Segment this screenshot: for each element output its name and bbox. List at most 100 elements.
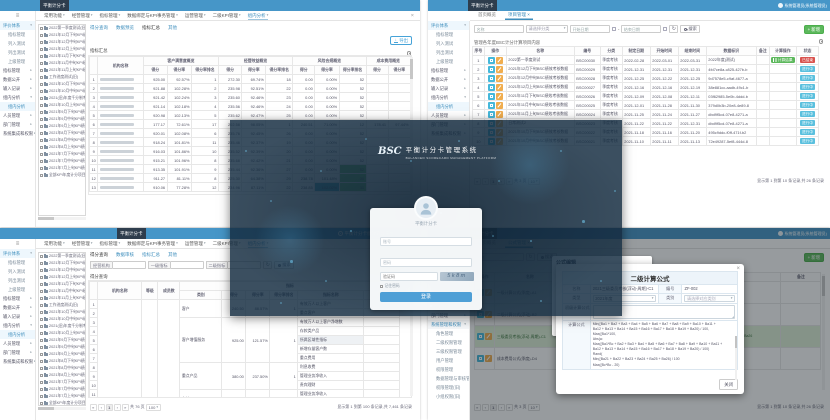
category-filter-select[interactable]: 请选择分类 ▾ xyxy=(526,25,568,33)
checkbox[interactable] xyxy=(40,118,43,121)
checkbox[interactable] xyxy=(40,146,43,149)
content-tab[interactable]: 数据预览 xyxy=(116,25,134,30)
tree-item[interactable]: 2021年11月上旬KPI绩效考核数据 xyxy=(39,295,85,302)
view-button[interactable] xyxy=(477,333,485,340)
indicator-name-cell[interactable]: 所属区域性指标 xyxy=(297,335,365,345)
tree-item[interactable]: 2022第一季度测试(旧) xyxy=(39,253,85,260)
tree-horizontal-scrollbar[interactable] xyxy=(38,217,86,220)
tab-close-icon[interactable]: × xyxy=(526,12,530,17)
sidebar-item[interactable]: 二级权限管理 xyxy=(428,338,469,347)
sidebar-item[interactable]: 上级管理 xyxy=(428,57,469,66)
indicator-name-cell[interactable]: 管理业务净收入 xyxy=(297,389,365,397)
sidebar-group[interactable]: 数据公开 ▸ xyxy=(0,75,35,84)
tree-item[interactable]: 2021年11月下旬KPI绩效考核数据 xyxy=(39,53,85,60)
date-start-input[interactable] xyxy=(570,25,610,33)
tree-item[interactable]: 全部KPI年度计分项目数据(旧) xyxy=(39,400,85,405)
top-menu-item[interactable]: 指标管理 ▾ xyxy=(100,239,121,248)
checkbox[interactable] xyxy=(40,76,43,79)
tree-item[interactable]: 2021年10月下旬KPI绩效考核数据 xyxy=(39,81,85,88)
sidebar-item[interactable]: 组内分析 xyxy=(0,102,35,111)
checkbox[interactable] xyxy=(40,339,43,342)
search-button[interactable]: 搜索 xyxy=(680,25,701,33)
tree-item[interactable]: 工作进度测试(旧) xyxy=(39,74,85,81)
checkbox[interactable] xyxy=(40,132,43,135)
sidebar-group[interactable]: 指标管理 ▸ xyxy=(0,294,35,303)
checkbox[interactable] xyxy=(40,153,43,156)
sidebar-group[interactable]: 部门管理 ▸ xyxy=(0,120,35,129)
top-menu-item[interactable]: 常用功能 ▾ xyxy=(44,11,65,20)
checkbox[interactable] xyxy=(40,346,43,349)
view-button[interactable] xyxy=(487,101,495,109)
sidebar-item[interactable]: 用户管理 xyxy=(428,356,469,365)
checkbox[interactable] xyxy=(40,27,43,30)
checkbox[interactable] xyxy=(40,332,43,335)
calendar-icon[interactable] xyxy=(663,27,668,31)
content-tab[interactable]: 得分查询 xyxy=(90,252,108,257)
page-size-select[interactable]: 100 ▾ xyxy=(146,404,161,411)
sidebar-item[interactable]: 列出测试 xyxy=(0,276,35,285)
sidebar-item[interactable]: 三级权限管理 xyxy=(428,347,469,356)
content-tab[interactable]: 数据审核 xyxy=(116,252,134,257)
view-button[interactable] xyxy=(487,56,495,64)
tree-item[interactable]: 2022第一季度测试(旧) xyxy=(39,25,85,32)
refresh-button[interactable]: ↻ xyxy=(669,25,679,33)
checkbox[interactable] xyxy=(40,125,43,128)
page-tab[interactable]: 项目管理 × xyxy=(505,10,533,20)
sidebar-group[interactable]: 指标管理 ▸ xyxy=(0,66,35,75)
page-prev-button[interactable]: ‹ xyxy=(98,404,105,411)
table-vertical-scrollbar[interactable] xyxy=(822,274,825,390)
content-tab[interactable]: 得分查询 xyxy=(90,25,108,30)
gear-icon[interactable] xyxy=(818,39,823,44)
sidebar-item[interactable]: 上级管理 xyxy=(0,285,35,294)
tree-item[interactable]: 2021年12月上旬KPI绩效考核数据 xyxy=(39,46,85,53)
page-current-button[interactable]: 1 xyxy=(106,404,113,411)
tree-item[interactable]: 2021年7月上旬KPI绩效考核数据 xyxy=(39,165,85,172)
top-menu-item[interactable]: 运营管理 ▾ xyxy=(185,239,206,248)
checkbox[interactable] xyxy=(40,388,43,391)
sidebar-item[interactable]: 指标管理 xyxy=(428,30,469,39)
indicator-name-cell[interactable]: 有效万人以上客户净增数 xyxy=(297,317,365,327)
edit-button[interactable] xyxy=(495,101,503,109)
edit-button[interactable] xyxy=(495,110,503,118)
page-next-button[interactable]: › xyxy=(498,404,505,411)
tree-item[interactable]: 2021年8月下旬KPI绩效考核数据 xyxy=(39,130,85,137)
remember-checkbox[interactable] xyxy=(380,284,383,288)
project-name-cell[interactable]: 2021年11月下旬BSC绩效考核数据 xyxy=(505,91,575,101)
sidebar-item[interactable]: 权限管理 xyxy=(428,365,469,374)
login-button[interactable]: 登录 xyxy=(380,292,472,302)
indicator-name-cell[interactable]: 贵宾理财 xyxy=(297,380,365,390)
content-tab[interactable]: 其他 xyxy=(168,252,177,257)
indicator-name-cell[interactable]: 利息收费 xyxy=(297,362,365,372)
checkbox[interactable] xyxy=(40,311,43,314)
checkbox[interactable] xyxy=(40,41,43,44)
checkbox[interactable] xyxy=(40,374,43,377)
tree-item[interactable]: 2021年8月下旬KPI绩效考核数据 xyxy=(39,358,85,365)
username-input[interactable] xyxy=(380,237,472,246)
tree-item[interactable]: 2021年9月上旬KPI绩效考核数据 xyxy=(39,351,85,358)
sidebar-item[interactable]: 权限管理(旧) xyxy=(428,383,469,392)
tree-item[interactable]: 2021年11月中旬KPI绩效考核数据 xyxy=(39,288,85,295)
edit-button[interactable] xyxy=(485,355,493,362)
checkbox[interactable] xyxy=(40,269,43,272)
sidebar-group[interactable]: 指标管理 ▸ xyxy=(428,66,469,75)
filter-input[interactable] xyxy=(169,261,204,269)
tree-item[interactable]: 2021年10月上旬KPI绩效考核数据 xyxy=(39,330,85,337)
checkbox[interactable] xyxy=(40,255,43,258)
close-icon[interactable]: × xyxy=(410,13,414,19)
sidebar-item[interactable]: 列出测试 xyxy=(428,48,469,57)
sidebar-group[interactable]: 系统集成和权限▸ xyxy=(0,357,35,366)
checkbox[interactable] xyxy=(40,48,43,51)
tree-item[interactable]: 2021年12月下旬KPI绩效考核数据 xyxy=(39,260,85,267)
hamburger-icon[interactable]: ≡ xyxy=(15,241,20,247)
top-menu-item[interactable]: 二级KPI管理▾ xyxy=(213,11,241,20)
top-menu-item[interactable]: 指标管理 ▾ xyxy=(100,11,121,20)
sidebar-group-active[interactable]: 系统管理和权限 ▾ xyxy=(428,320,469,329)
tree-item[interactable]: 2021年8月上旬KPI绩效考核数据 xyxy=(39,144,85,151)
sidebar-group[interactable]: 人员管理 ▸ xyxy=(0,111,35,120)
tree-item[interactable]: 全部KPI年度计分项目数据(旧) xyxy=(39,172,85,179)
indicator-name-cell[interactable]: 新增存量客户数 xyxy=(297,344,365,354)
captcha-image[interactable]: 5k8m xyxy=(440,272,474,281)
checkbox[interactable] xyxy=(40,395,43,398)
top-menu-item[interactable]: 经营管理 ▾ xyxy=(72,239,93,248)
checkbox[interactable] xyxy=(40,160,43,163)
